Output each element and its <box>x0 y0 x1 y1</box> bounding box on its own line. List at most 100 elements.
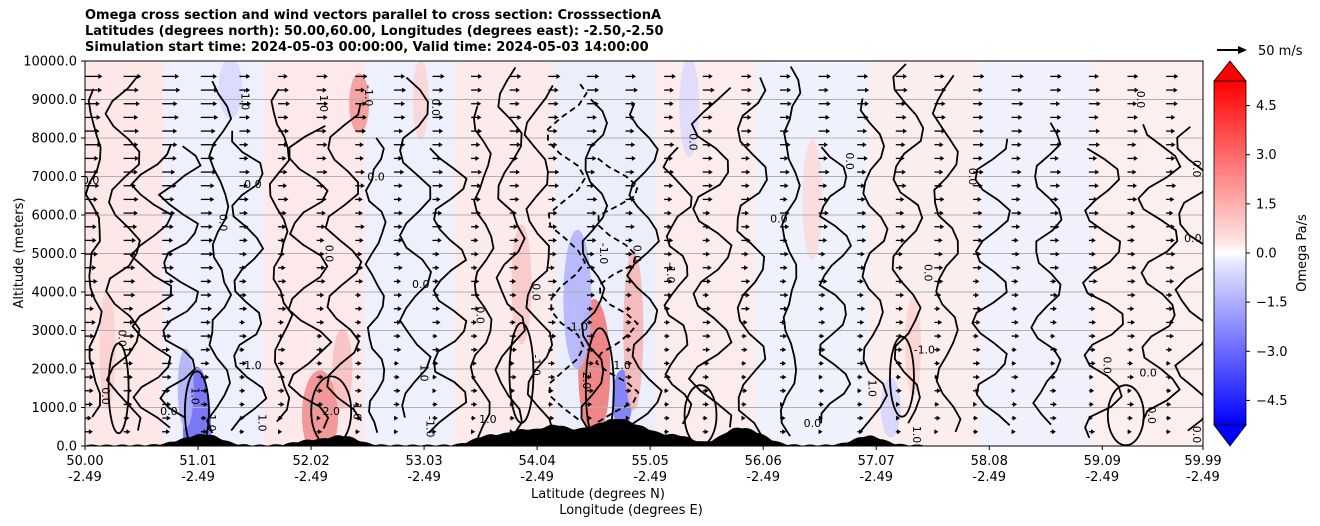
x-axis: 50.00-2.4951.01-2.4952.02-2.4953.03-2.49… <box>66 446 1222 485</box>
wind-vector-head-358 <box>591 169 596 175</box>
wind-vector-head-494 <box>784 183 789 189</box>
wind-vector-head-347 <box>549 388 554 394</box>
wind-vector-head-122 <box>242 265 247 271</box>
wind-vector-head-635 <box>977 265 982 271</box>
chart-title-line-3: Simulation start time: 2024-05-03 00:00:… <box>85 40 649 55</box>
wind-vector-head-226 <box>398 210 403 216</box>
wind-vector-head-436 <box>708 128 713 134</box>
wind-vector-head-327 <box>554 114 559 120</box>
wind-vector-head-359 <box>590 183 595 189</box>
wind-vector-head-503 <box>783 306 788 312</box>
wind-vector-head-460 <box>747 87 752 93</box>
wind-vector-head-718 <box>1090 292 1095 298</box>
wind-vector-head-166 <box>322 128 327 134</box>
y-tick-label-0: 0.0 <box>56 440 77 455</box>
wind-vector-head-698 <box>1052 388 1057 394</box>
wind-vector-head-649 <box>1018 87 1023 93</box>
wind-vector-head-124 <box>242 292 247 298</box>
wind-vector-head-203 <box>359 265 364 271</box>
wind-vector-head-141 <box>282 155 287 161</box>
wind-vector-head-85 <box>211 128 216 134</box>
wind-vector-head-329 <box>553 142 558 148</box>
wind-vector-head-697 <box>1051 374 1056 380</box>
wind-vector-head-212 <box>357 388 362 394</box>
shading-patch-10 <box>679 61 700 158</box>
wind-vector-head-715 <box>1091 251 1096 257</box>
wind-vector-head-543 <box>864 114 869 120</box>
wind-vector-head-795 <box>1208 238 1212 243</box>
wind-vector-head-740 <box>1131 224 1136 230</box>
wind-vector-head-799 <box>1209 293 1213 298</box>
x-tick-lon-8: -2.49 <box>972 470 1006 485</box>
wind-vector-head-42 <box>131 278 136 284</box>
wind-vector-head-500 <box>783 265 788 271</box>
wind-vector-head-44 <box>129 306 134 312</box>
wind-vector-head-69 <box>169 278 174 284</box>
wind-vector-head-34 <box>133 169 138 175</box>
wind-vector-head-670 <box>1014 374 1019 380</box>
wind-vector-head-587 <box>898 347 903 353</box>
wind-vector-head-247 <box>439 128 444 134</box>
wind-vector-head-157 <box>281 374 286 380</box>
wind-vector-head-727 <box>1088 415 1093 421</box>
wind-vector-head-130 <box>240 374 245 380</box>
wind-vector-head-128 <box>240 347 245 353</box>
wind-vector-head-806 <box>1206 388 1210 393</box>
wind-vector-head-87 <box>210 155 215 161</box>
wind-vector-head-89 <box>210 183 215 189</box>
wind-vector-head-284 <box>473 265 478 271</box>
wind-vector-head-434 <box>708 101 713 107</box>
wind-vector-head-602 <box>938 183 943 189</box>
wind-vector-head-780 <box>1167 401 1172 407</box>
colorbar-tick-label-2: −1.5 <box>1256 296 1288 311</box>
wind-vector-head-689 <box>1055 265 1060 271</box>
x-tick-lat-10: 59.99 <box>1184 454 1221 469</box>
wind-vector-head-645 <box>973 401 978 407</box>
wind-vector-head-557 <box>861 306 866 312</box>
wind-vector-head-299 <box>515 101 520 107</box>
wind-vector-head-605 <box>940 224 945 230</box>
colorbar-tick-label-6: 4.5 <box>1256 99 1277 114</box>
wind-vector-head-603 <box>940 196 945 202</box>
contour-line-29 <box>1082 147 1124 439</box>
wind-vector-head-725 <box>1090 388 1095 394</box>
wind-vector-head-542 <box>864 101 869 107</box>
wind-vector-head-757 <box>1173 87 1178 93</box>
wind-vector-head-201 <box>359 237 364 243</box>
wind-vector-head-631 <box>978 210 983 216</box>
wind-vector-head-5 <box>97 142 102 148</box>
wind-vector-head-384 <box>631 155 636 161</box>
contour-label-18: 0.0 <box>412 278 430 291</box>
wind-vector-head-581 <box>898 265 903 271</box>
y-tick-label-2: 2000.0 <box>32 363 78 378</box>
y-tick-label-3: 3000.0 <box>32 324 78 339</box>
wind-vector-head-189 <box>363 73 368 79</box>
wind-vector-head-600 <box>940 155 945 161</box>
wind-vector-head-112 <box>246 128 251 134</box>
wind-vector-head-127 <box>242 333 247 339</box>
contour-label-45: 0.0 <box>804 417 822 430</box>
wind-vector-head-547 <box>862 169 867 175</box>
wind-vector-head-802 <box>1207 334 1211 339</box>
wind-vector-head-425 <box>665 347 670 353</box>
wind-vector-head-195 <box>359 155 364 161</box>
wind-vector-head-554 <box>861 265 866 271</box>
wind-vector-head-792 <box>1209 197 1213 202</box>
wind-vector-head-101 <box>206 347 211 353</box>
wind-vector-head-167 <box>323 142 328 148</box>
wind-vector-head-521 <box>823 183 828 189</box>
wind-vector-head-71 <box>167 306 172 312</box>
wind-vector-head-238 <box>395 374 400 380</box>
wind-vector-head-662 <box>1016 265 1021 271</box>
y-tick-label-10: 10000.0 <box>23 55 77 70</box>
wind-vector-head-375 <box>588 401 593 407</box>
wind-vector-head-191 <box>362 101 367 107</box>
wind-vector-head-215 <box>355 429 360 435</box>
wind-vector-head-651 <box>1018 114 1023 120</box>
wind-vector-head-548 <box>861 183 866 189</box>
contour-line-9 <box>364 137 387 434</box>
wind-vector-head-216 <box>401 73 406 79</box>
wind-vector-head-687 <box>1055 237 1060 243</box>
wind-vector-head-735 <box>1133 155 1138 161</box>
wind-vector-head-667 <box>1015 333 1020 339</box>
